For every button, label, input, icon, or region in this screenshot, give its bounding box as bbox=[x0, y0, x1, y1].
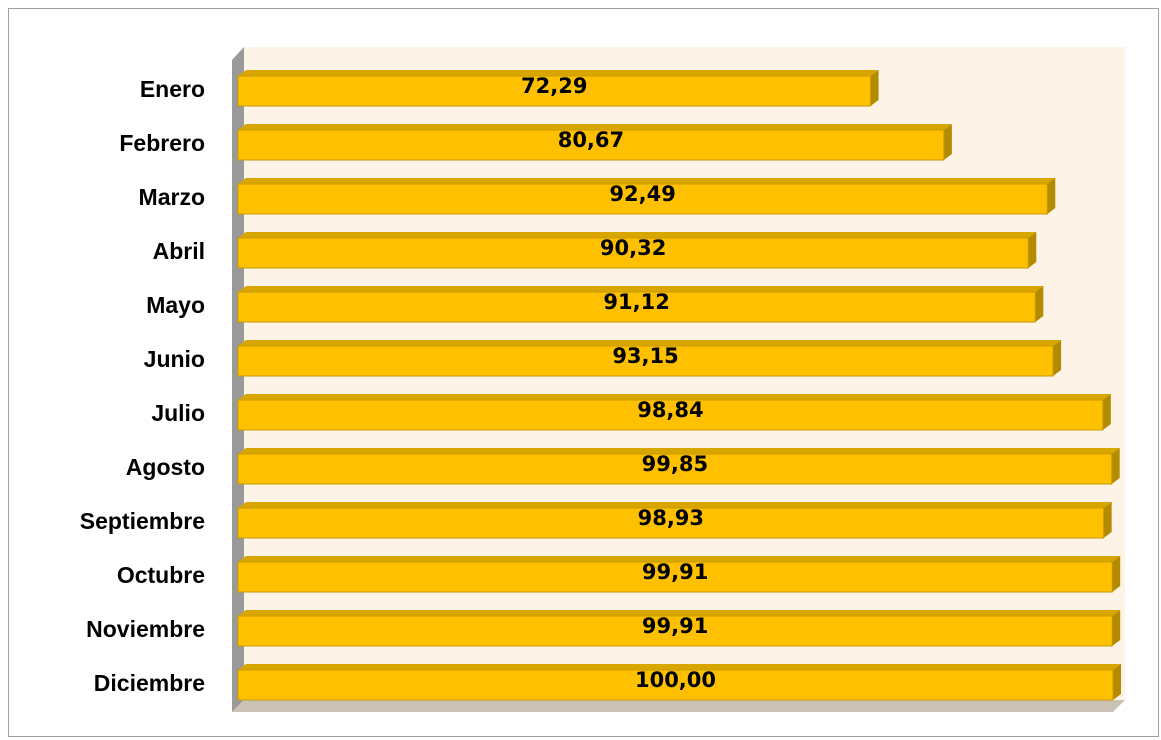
data-label: 100,00 bbox=[635, 668, 716, 692]
bar-top bbox=[238, 556, 1121, 562]
bar bbox=[237, 75, 872, 107]
y-tick-label: Enero bbox=[140, 76, 205, 102]
data-label: 98,93 bbox=[638, 506, 704, 530]
bar bbox=[237, 183, 1048, 215]
bar-side bbox=[1035, 286, 1044, 322]
data-label: 99,91 bbox=[642, 560, 708, 584]
bar-top bbox=[238, 664, 1121, 670]
y-tick-label: Junio bbox=[144, 346, 205, 372]
bar-top bbox=[238, 502, 1112, 508]
bar-side bbox=[1112, 556, 1121, 592]
y-tick-label: Mayo bbox=[146, 292, 205, 318]
bar-top bbox=[238, 610, 1121, 616]
bar-top bbox=[238, 232, 1037, 238]
data-label: 99,85 bbox=[642, 452, 708, 476]
y-tick-label: Septiembre bbox=[80, 508, 205, 534]
data-label: 99,91 bbox=[642, 614, 708, 638]
y-tick-label: Octubre bbox=[117, 562, 205, 588]
data-label: 98,84 bbox=[637, 398, 703, 422]
y-tick-label: Abril bbox=[153, 238, 205, 264]
y-tick-label: Diciembre bbox=[94, 670, 205, 696]
bar bbox=[237, 345, 1054, 377]
bar bbox=[237, 453, 1113, 485]
bar bbox=[237, 129, 945, 161]
bar-top bbox=[238, 70, 879, 76]
bar-side bbox=[1113, 664, 1121, 700]
bar-top bbox=[238, 448, 1120, 454]
bar bbox=[237, 507, 1105, 539]
bar-side bbox=[1112, 610, 1121, 646]
bar bbox=[237, 615, 1113, 647]
y-tick-label: Julio bbox=[151, 400, 205, 426]
bar-side bbox=[1103, 502, 1112, 538]
bar-side bbox=[1102, 394, 1111, 430]
bar-side bbox=[870, 70, 879, 106]
data-label: 90,32 bbox=[600, 236, 666, 260]
bar-top bbox=[238, 394, 1111, 400]
bar bbox=[237, 399, 1104, 431]
bar-top bbox=[238, 178, 1056, 184]
bar bbox=[237, 291, 1036, 323]
floor bbox=[232, 700, 1125, 712]
bar-top bbox=[238, 124, 952, 130]
bar bbox=[237, 669, 1114, 701]
bar-side bbox=[1111, 448, 1120, 484]
y-tick-label: Marzo bbox=[139, 184, 205, 210]
y-tick-label: Febrero bbox=[119, 130, 205, 156]
data-label: 93,15 bbox=[612, 344, 678, 368]
bar-side bbox=[1028, 232, 1037, 268]
bar-top bbox=[238, 286, 1044, 292]
bar-top bbox=[238, 340, 1062, 346]
bar-side bbox=[943, 124, 952, 160]
data-label: 91,12 bbox=[603, 290, 669, 314]
y-tick-label: Noviembre bbox=[86, 616, 205, 642]
y-tick-label: Agosto bbox=[126, 454, 205, 480]
bar bbox=[237, 237, 1029, 269]
bar-side bbox=[1053, 340, 1062, 376]
data-label: 92,49 bbox=[609, 182, 675, 206]
data-label: 80,67 bbox=[558, 128, 624, 152]
bar-side bbox=[1047, 178, 1056, 214]
data-label: 72,29 bbox=[521, 74, 587, 98]
bar bbox=[237, 561, 1113, 593]
